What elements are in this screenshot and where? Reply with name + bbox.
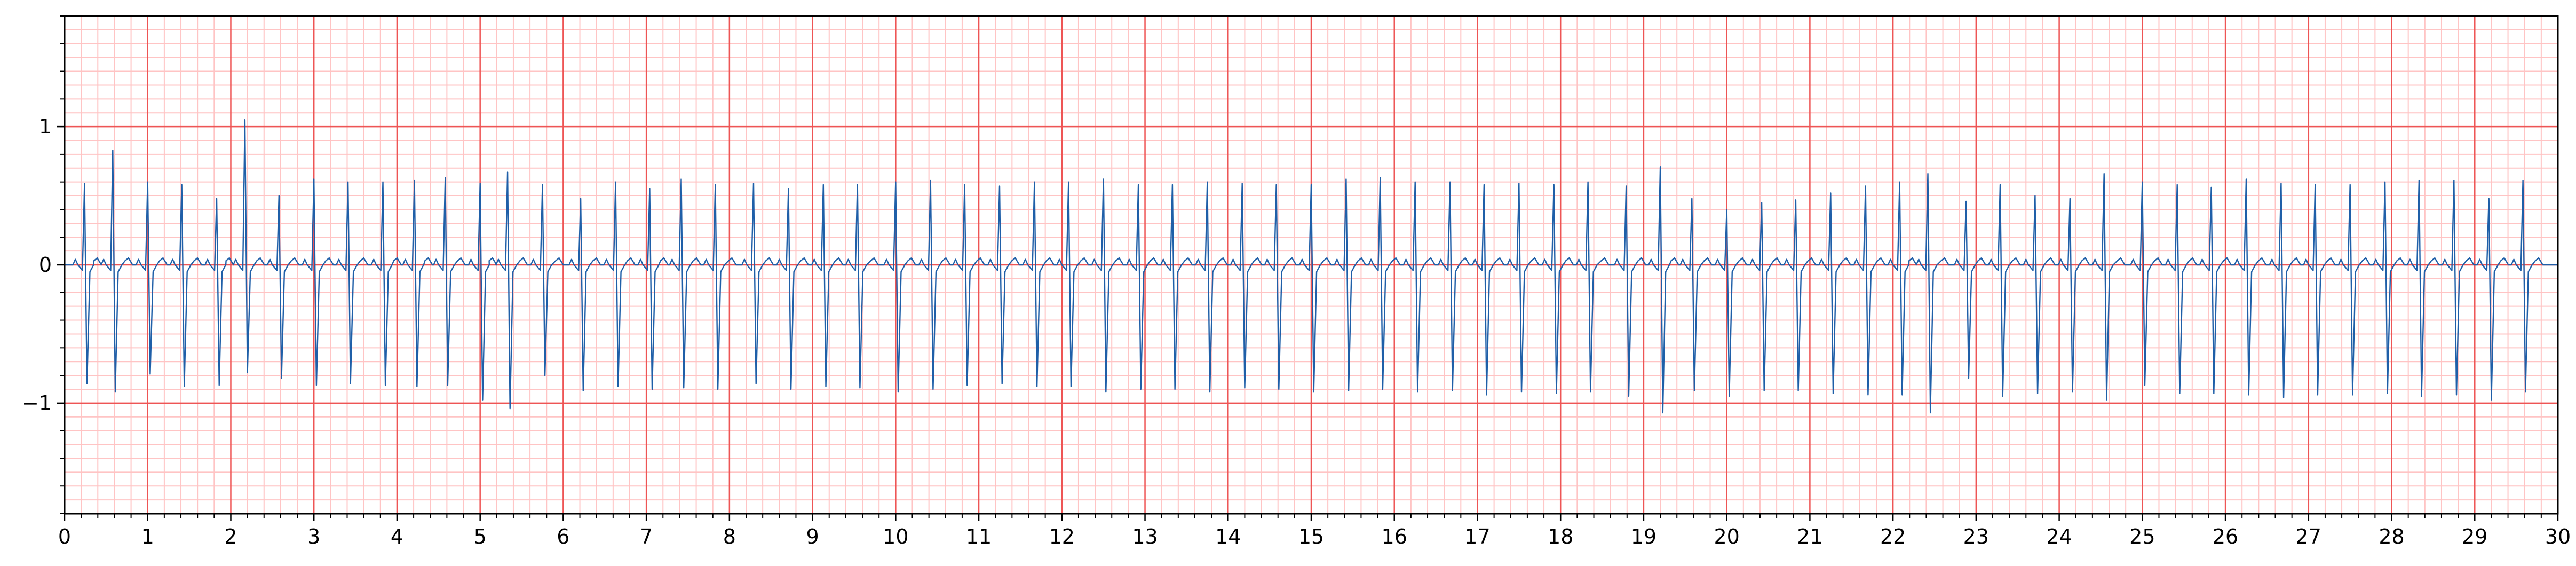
x-axis: 0 1 2 3 4 5 6 7 8 9 10 11 12 13 14 15 16 17 18 19 20 21 22 23 24…	[58, 514, 2571, 548]
y-axis: −1 0 1	[22, 15, 65, 514]
x-tick-label: 5	[474, 525, 487, 548]
x-tick-label: 29	[2462, 525, 2487, 548]
x-tick-label: 11	[966, 525, 992, 548]
x-tick-label: 20	[1714, 525, 1739, 548]
x-tick-label: 14	[1215, 525, 1241, 548]
x-tick-label: 30	[2545, 525, 2571, 548]
x-tick-label: 3	[307, 525, 320, 548]
x-tick-label: 25	[2129, 525, 2155, 548]
x-tick-label: 6	[557, 525, 569, 548]
x-tick-label: 2	[224, 525, 237, 548]
x-tick-label: 15	[1298, 525, 1324, 548]
x-tick-label: 18	[1548, 525, 1573, 548]
x-tick-label: 13	[1132, 525, 1158, 548]
y-tick-label: 0	[39, 253, 52, 277]
x-tick-label: 23	[1963, 525, 1989, 548]
x-tick-label: 8	[723, 525, 736, 548]
x-tick-label: 10	[883, 525, 908, 548]
x-tick-label: 21	[1797, 525, 1822, 548]
x-tick-label: 0	[58, 525, 71, 548]
x-tick-label: 4	[391, 525, 403, 548]
ecg-trace-layer	[65, 119, 2558, 414]
x-tick-label: 1	[141, 525, 154, 548]
ecg-series-line	[65, 119, 2558, 414]
x-tick-label: 22	[1880, 525, 1906, 548]
x-tick-label: 7	[640, 525, 653, 548]
x-tick-label: 28	[2379, 525, 2404, 548]
y-tick-label: −1	[22, 391, 52, 415]
y-tick-label: 1	[39, 115, 52, 138]
x-tick-label: 26	[2213, 525, 2238, 548]
x-tick-label: 27	[2296, 525, 2321, 548]
x-tick-label: 24	[2046, 525, 2072, 548]
x-tick-label: 19	[1631, 525, 1656, 548]
x-tick-label: 17	[1464, 525, 1490, 548]
x-tick-label: 12	[1049, 525, 1075, 548]
x-tick-label: 9	[806, 525, 819, 548]
major-grid	[64, 16, 2559, 514]
x-tick-label: 16	[1382, 525, 1407, 548]
